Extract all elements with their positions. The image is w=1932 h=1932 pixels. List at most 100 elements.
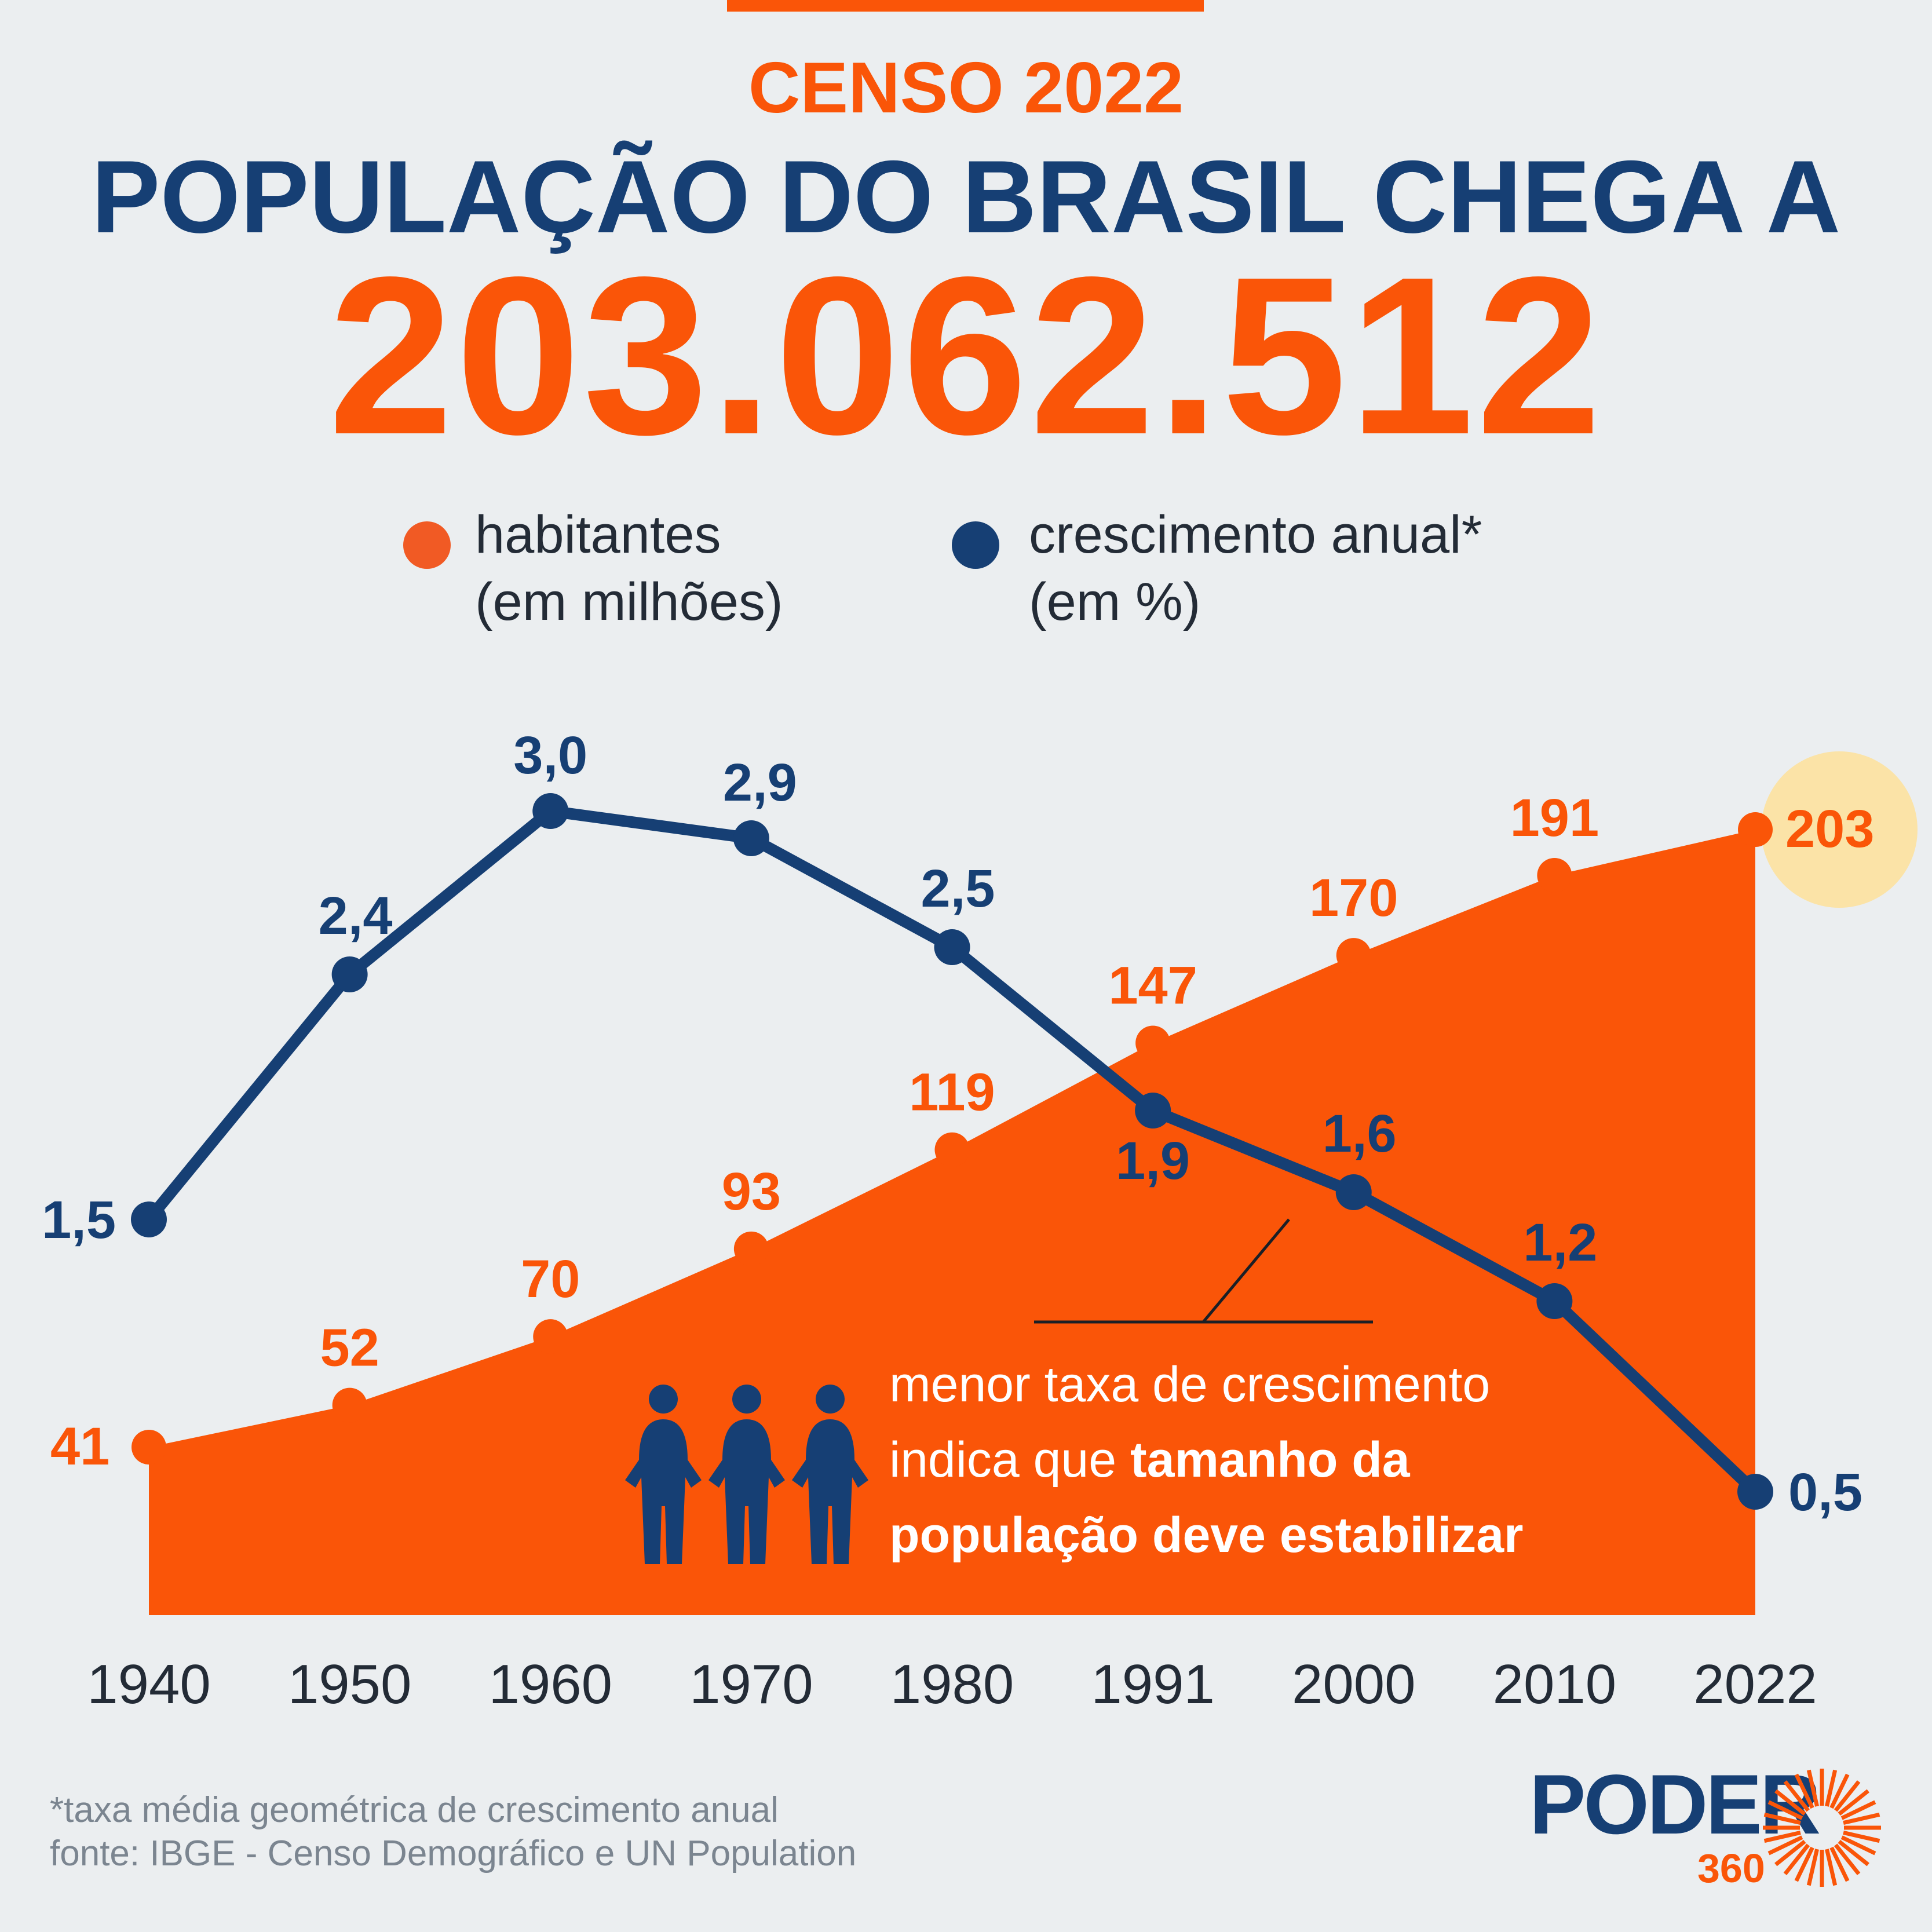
- sun-ray: [1829, 1846, 1850, 1882]
- growth-point: [331, 956, 368, 992]
- kicker: CENSO 2022: [748, 48, 1184, 128]
- growth-label: 1,9: [1116, 1131, 1190, 1190]
- legend-growth-line2: (em %): [1029, 572, 1201, 631]
- person-icon: [792, 1385, 868, 1564]
- population-point: [132, 1430, 166, 1464]
- x-tick-label: 1980: [890, 1653, 1014, 1715]
- x-tick-label: 2022: [1693, 1653, 1817, 1715]
- legend-population-line2: (em milhões): [475, 572, 783, 631]
- annotation-text: menor taxa de crescimento indica que tam…: [889, 1347, 1523, 1573]
- x-tick-label: 1940: [87, 1653, 211, 1715]
- growth-label: 1,5: [42, 1190, 116, 1250]
- sun-ray: [1783, 1780, 1810, 1812]
- sun-ray: [1806, 1769, 1819, 1807]
- growth-point: [1737, 1474, 1773, 1510]
- logo-number: 360: [1697, 1846, 1765, 1891]
- sun-icon: [1763, 1769, 1881, 1887]
- growth-point: [1135, 1093, 1171, 1128]
- annotation-line1: menor taxa de crescimento: [889, 1357, 1491, 1412]
- growth-point: [1536, 1283, 1573, 1319]
- x-tick-label: 1991: [1091, 1653, 1215, 1715]
- top-accent-bar: [727, 0, 1204, 12]
- sun-ray: [1774, 1789, 1806, 1816]
- x-tick-label: 2000: [1292, 1653, 1416, 1715]
- population-label: 41: [50, 1417, 109, 1476]
- population-label: 191: [1510, 788, 1599, 848]
- population-point: [1135, 1025, 1171, 1061]
- sun-ray: [1794, 1773, 1814, 1809]
- annotation-line2-plain: indica que: [889, 1432, 1130, 1488]
- annotation-line3-bold: população deve estabilizar: [889, 1507, 1524, 1563]
- population-label: 93: [722, 1162, 781, 1221]
- x-tick-label: 1960: [488, 1653, 612, 1715]
- sun-ray: [1806, 1849, 1819, 1886]
- legend-population-dot: [403, 521, 451, 569]
- population-label: 203: [1785, 799, 1875, 859]
- population-area: [149, 830, 1755, 1615]
- population-point: [533, 1319, 568, 1354]
- sun-ray: [1825, 1769, 1838, 1807]
- annotation-connector: [1034, 1218, 1373, 1324]
- population-label: 170: [1309, 868, 1398, 927]
- annotation-line3: população deve estabilizar: [889, 1498, 1523, 1573]
- growth-point: [131, 1201, 167, 1237]
- x-tick-label: 1950: [288, 1653, 412, 1715]
- population-point: [1336, 938, 1371, 973]
- footnote: *taxa média geométrica de crescimento an…: [50, 1790, 779, 1830]
- legend-growth-line1: crescimento anual*: [1029, 505, 1482, 564]
- growth-label: 3,0: [513, 726, 587, 785]
- highlight-halo: [1761, 751, 1918, 908]
- sun-ray: [1774, 1839, 1806, 1867]
- sun-ray: [1783, 1843, 1810, 1875]
- x-tick-label: 1970: [689, 1653, 813, 1715]
- sun-ray: [1843, 1812, 1880, 1825]
- sun-ray: [1834, 1780, 1861, 1812]
- population-point: [934, 1132, 970, 1167]
- population-total: 203.062.512: [328, 231, 1604, 481]
- growth-label: 2,4: [319, 886, 393, 945]
- growth-point: [532, 793, 569, 829]
- sun-ray: [1834, 1843, 1861, 1875]
- growth-point: [733, 820, 769, 856]
- growth-label: 2,9: [723, 753, 797, 812]
- population-point: [1738, 812, 1773, 847]
- growth-label: 0,5: [1788, 1463, 1862, 1522]
- headline: POPULAÇÃO DO BRASIL CHEGA A: [91, 139, 1841, 254]
- sun-ray: [1843, 1831, 1880, 1843]
- sun-ray: [1840, 1835, 1876, 1856]
- sun-ray: [1763, 1831, 1801, 1843]
- growth-point: [934, 929, 970, 965]
- growth-label: 1,2: [1523, 1213, 1597, 1272]
- annotation-line2: indica que tamanho da: [889, 1422, 1523, 1498]
- population-point: [1537, 857, 1572, 893]
- population-label: 147: [1108, 956, 1197, 1015]
- legend-growth-label: crescimento anual* (em %): [1029, 501, 1482, 636]
- sun-ray: [1794, 1846, 1814, 1882]
- legend-population-line1: habitantes: [475, 505, 721, 564]
- population-label: 119: [909, 1063, 995, 1122]
- sun-ray: [1829, 1773, 1850, 1809]
- sun-ray: [1767, 1800, 1803, 1820]
- population-label: 52: [320, 1319, 379, 1378]
- sun-ray: [1838, 1839, 1869, 1867]
- growth-label: 1,6: [1323, 1104, 1397, 1163]
- legend-population-label: habitantes (em milhões): [475, 501, 783, 636]
- sun-ray: [1825, 1849, 1838, 1886]
- x-tick-label: 2010: [1493, 1653, 1617, 1715]
- population-point: [332, 1387, 367, 1423]
- legend-growth-dot: [952, 521, 999, 569]
- sun-ray: [1838, 1789, 1869, 1816]
- growth-point: [1335, 1174, 1372, 1210]
- person-icon: [625, 1385, 702, 1564]
- sun-ray: [1763, 1812, 1801, 1825]
- person-icon: [708, 1385, 785, 1564]
- population-point: [733, 1231, 769, 1266]
- sun-ray: [1767, 1835, 1803, 1856]
- growth-label: 2,5: [921, 859, 995, 918]
- sun-ray: [1840, 1800, 1876, 1820]
- annotation-line2-bold: tamanho da: [1130, 1432, 1410, 1488]
- population-label: 70: [521, 1250, 580, 1309]
- source: fonte: IBGE - Censo Demográfico e UN Pop…: [50, 1834, 857, 1873]
